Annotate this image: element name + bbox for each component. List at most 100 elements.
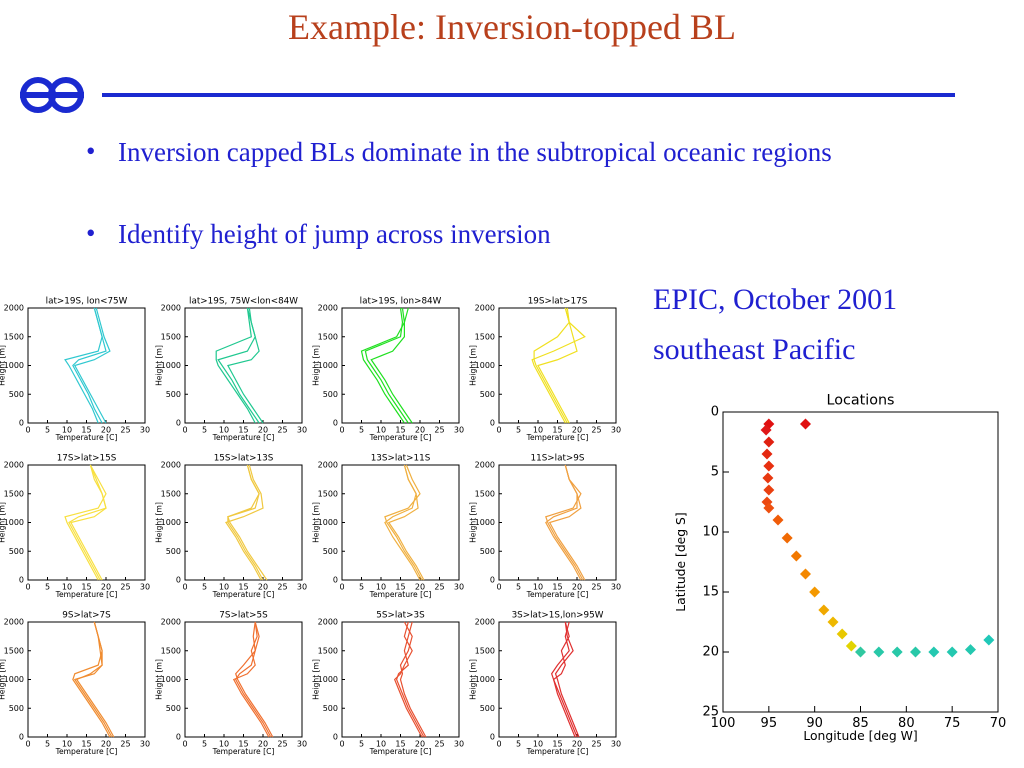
x-tick-label: 30 <box>611 583 621 592</box>
x-tick-label: 0 <box>182 426 187 435</box>
y-axis-label: Height [m] <box>311 502 320 543</box>
x-axis-label: Temperature [C] <box>55 590 118 599</box>
x-tick-label: 25 <box>591 740 601 749</box>
y-tick-label: 1500 <box>4 489 24 498</box>
x-tick-label: 5 <box>359 740 364 749</box>
plot-frame <box>27 464 146 581</box>
location-point <box>965 644 976 656</box>
x-tick-label: 15 <box>395 583 405 592</box>
y-tick-label: 1000 <box>161 675 181 684</box>
x-tick-label: 20 <box>415 740 425 749</box>
profile-line <box>548 464 586 581</box>
x-tick-label: 25 <box>434 583 444 592</box>
y-tick-label: 1000 <box>4 675 24 684</box>
y-axis-label: Height [m] <box>311 659 320 700</box>
profile-line <box>73 307 111 424</box>
profile-line <box>234 621 272 738</box>
x-tick-label: 0 <box>25 740 30 749</box>
plot-frame <box>498 464 617 581</box>
bullet: Inversion capped BLs dominate in the sub… <box>118 137 832 167</box>
chart-title: 3S>lat>1S,lon>95W <box>512 610 604 620</box>
x-tick-label: 95 <box>761 716 778 731</box>
x-tick-label: 25 <box>434 426 444 435</box>
x-tick-label: 0 <box>25 426 30 435</box>
y-tick-label: 1500 <box>318 646 338 655</box>
plot-frame <box>27 621 146 738</box>
chart-title: 7S>lat>5S <box>219 610 268 620</box>
x-tick-label: 25 <box>120 740 130 749</box>
y-tick-label: 1500 <box>475 332 495 341</box>
y-axis-label: Height [m] <box>468 345 477 386</box>
y-tick-label: 1000 <box>318 361 338 370</box>
profile-line <box>393 621 423 738</box>
y-tick-label: 500 <box>480 547 495 556</box>
y-axis-label: Height [m] <box>311 345 320 386</box>
location-point <box>781 532 793 544</box>
location-point <box>763 502 775 514</box>
x-axis-label: Temperature [C] <box>212 747 275 756</box>
y-tick-label: 1500 <box>161 489 181 498</box>
x-tick-label: 15 <box>81 583 91 592</box>
profile-line <box>554 621 580 738</box>
y-tick-label: 10 <box>702 525 719 540</box>
profile-line <box>552 621 576 738</box>
y-tick-label: 1000 <box>161 361 181 370</box>
x-tick-label: 5 <box>516 426 521 435</box>
y-tick-label: 0 <box>490 576 495 585</box>
location-point <box>891 646 903 658</box>
y-tick-label: 1500 <box>161 332 181 341</box>
x-tick-label: 30 <box>454 426 464 435</box>
chart-title: 5S>lat>3S <box>376 610 425 620</box>
y-tick-label: 1000 <box>4 361 24 370</box>
y-tick-label: 2000 <box>4 618 24 627</box>
x-tick-label: 10 <box>62 740 72 749</box>
location-point <box>983 634 995 646</box>
location-point <box>763 436 775 448</box>
profile-line <box>364 307 409 424</box>
x-axis-label: Temperature [C] <box>526 590 589 599</box>
y-tick-label: 500 <box>480 704 495 713</box>
x-tick-label: 10 <box>62 426 72 435</box>
y-tick-label: 0 <box>711 405 719 420</box>
y-tick-label: 0 <box>19 419 24 428</box>
x-tick-label: 0 <box>339 426 344 435</box>
x-tick-label: 0 <box>182 583 187 592</box>
location-point <box>790 550 802 562</box>
x-axis-label: Temperature [C] <box>212 590 275 599</box>
profile-line <box>227 464 264 581</box>
x-tick-label: 10 <box>533 740 543 749</box>
y-tick-label: 0 <box>333 419 338 428</box>
x-tick-label: 30 <box>297 583 307 592</box>
x-tick-label: 90 <box>806 716 823 731</box>
profile-line <box>360 307 409 424</box>
x-tick-label: 15 <box>552 740 562 749</box>
profile-line <box>70 464 107 581</box>
y-tick-label: 0 <box>490 419 495 428</box>
profile-line <box>235 621 274 738</box>
chart-title: 19S>lat>17S <box>528 296 588 306</box>
y-tick-label: 1500 <box>475 646 495 655</box>
x-tick-label: 20 <box>258 740 268 749</box>
x-tick-label: 30 <box>297 740 307 749</box>
profile-line <box>399 621 427 738</box>
x-tick-label: 15 <box>81 740 91 749</box>
x-axis-label: Temperature [C] <box>55 433 118 442</box>
bullet-icon: • <box>86 218 96 248</box>
x-tick-label: 30 <box>454 740 464 749</box>
x-tick-label: 15 <box>238 740 248 749</box>
x-tick-label: 15 <box>81 426 91 435</box>
x-tick-label: 20 <box>572 426 582 435</box>
x-tick-label: 5 <box>45 740 50 749</box>
x-tick-label: 5 <box>45 583 50 592</box>
chart-title: Locations <box>827 392 895 408</box>
profile-line <box>68 464 107 581</box>
x-tick-label: 85 <box>852 716 869 731</box>
y-tick-label: 2000 <box>161 461 181 470</box>
x-tick-label: 20 <box>415 583 425 592</box>
caption: southeast Pacific <box>653 333 856 366</box>
location-point <box>762 472 774 484</box>
x-tick-label: 5 <box>202 583 207 592</box>
y-tick-label: 1500 <box>4 332 24 341</box>
x-tick-label: 10 <box>376 740 386 749</box>
